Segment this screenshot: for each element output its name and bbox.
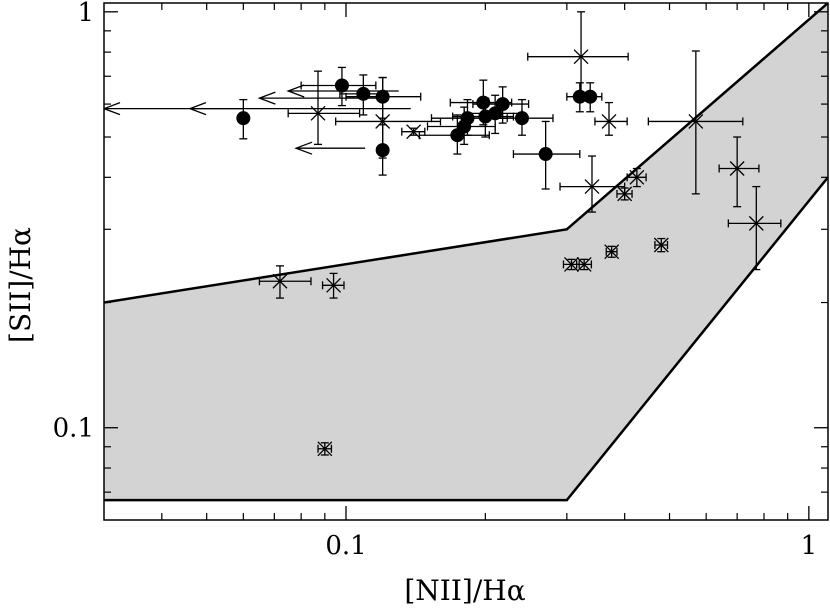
data-point-cross	[401, 124, 426, 140]
marker-cross	[584, 179, 600, 195]
arrow-head	[104, 102, 121, 116]
data-point-cross	[718, 136, 760, 208]
marker-cross	[629, 169, 645, 185]
x-axis-label: [NII]/Hα	[404, 574, 525, 607]
data-point-cross	[575, 256, 593, 272]
data-point-cross	[727, 185, 782, 271]
marker-circle	[476, 95, 491, 110]
marker-circle	[334, 78, 349, 93]
data-point-circle	[577, 82, 603, 113]
data-point-cross	[626, 167, 647, 188]
data-point-circle	[300, 66, 377, 107]
data-point-cross	[287, 70, 361, 146]
marker-cross	[729, 161, 745, 176]
shaded-region	[104, 3, 828, 501]
arrow-head	[188, 102, 207, 116]
marker-cross	[748, 215, 764, 231]
marker-cross	[604, 244, 620, 260]
plot-area	[104, 3, 828, 502]
x-tick-label: 0.1	[325, 531, 366, 561]
marker-cross	[576, 256, 592, 272]
data-point-circle	[512, 120, 581, 190]
data-point-circle	[463, 94, 523, 135]
marker-cross	[272, 273, 288, 289]
upper-limit-arrow	[286, 84, 399, 98]
marker-cross	[375, 113, 391, 129]
plot-frame	[103, 2, 829, 521]
marker-cross	[564, 256, 579, 272]
axes: 0.1 1 0.1 1	[53, 0, 829, 561]
marker-cross	[617, 186, 633, 202]
marker-cross	[326, 277, 342, 293]
upper-limit-arrow	[294, 141, 366, 155]
y-tick-label: 1	[77, 0, 94, 28]
marker-circle	[583, 89, 598, 104]
marker-cross	[601, 113, 617, 129]
arrow-head	[294, 141, 313, 155]
data-point-cross	[647, 50, 744, 195]
upper-boundary-line	[104, 3, 828, 304]
data-point-circle	[472, 86, 530, 124]
upper-limit-arrow	[257, 91, 383, 105]
data-point-circle	[236, 98, 251, 140]
data-point-cross	[321, 272, 345, 299]
marker-cross	[653, 237, 669, 253]
lower-boundary-line	[104, 176, 828, 502]
marker-cross	[573, 49, 589, 65]
marker-circle	[514, 111, 529, 126]
data-point-cross	[653, 237, 669, 253]
data-point-cross	[317, 441, 333, 457]
x-tick-label: 1	[801, 531, 818, 561]
marker-cross	[406, 124, 422, 140]
y-axis-label: [SII]/Hα	[4, 227, 37, 343]
data-point-circle	[484, 98, 554, 136]
data-point-cross	[527, 11, 629, 94]
arrow-head	[257, 91, 276, 105]
data-point-cross	[594, 101, 628, 136]
upper-limit-arrow	[188, 102, 411, 116]
data-point-cross	[604, 244, 620, 260]
marker-cross	[688, 113, 704, 129]
marker-circle	[488, 106, 503, 121]
y-tick-label: 0.1	[53, 414, 94, 444]
arrow-head	[286, 84, 305, 98]
marker-cross	[317, 441, 333, 457]
marker-circle	[236, 111, 251, 126]
plot-content	[104, 3, 828, 502]
data-point-cross	[616, 186, 633, 202]
marker-circle	[538, 147, 553, 162]
marker-circle	[495, 97, 510, 112]
data-point-cross	[258, 265, 312, 299]
